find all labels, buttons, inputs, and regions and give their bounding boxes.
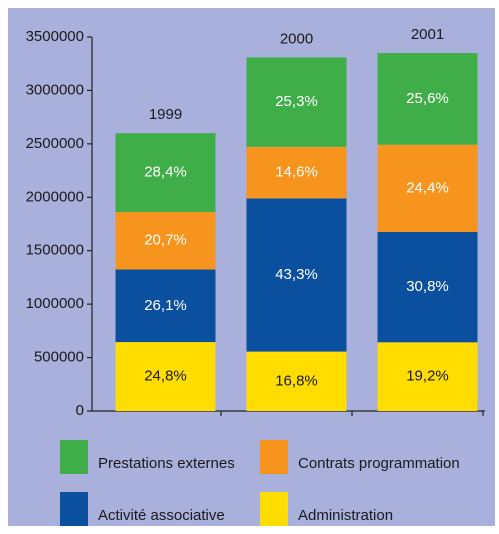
- bar-segment: [246, 146, 347, 199]
- y-tick-label: 500000: [34, 349, 84, 366]
- y-tick-label: 1000000: [26, 295, 84, 312]
- value-label: 30,8%: [406, 278, 449, 295]
- y-tick-label: 2500000: [26, 135, 84, 152]
- legend-label: Administration: [298, 507, 393, 524]
- y-tick-label: 0: [76, 402, 84, 419]
- bar-segment: [246, 351, 347, 411]
- legend-swatch: [260, 492, 288, 526]
- y-tick-label: 3000000: [26, 81, 84, 98]
- bar-segment: [115, 269, 216, 343]
- legend-label: Prestations externes: [98, 455, 235, 472]
- bar-segment: [377, 232, 478, 343]
- value-label: 14,6%: [275, 164, 318, 181]
- legend-label: Contrats programmation: [298, 455, 460, 472]
- bar-segment: [115, 342, 216, 411]
- category-label: 1999: [149, 106, 182, 123]
- legend-swatch: [60, 492, 88, 526]
- legend-label: Activité associative: [98, 507, 225, 524]
- value-label: 19,2%: [406, 368, 449, 385]
- bar-segment: [246, 198, 347, 352]
- bar-segment: [377, 144, 478, 233]
- value-label: 25,6%: [406, 90, 449, 107]
- value-label: 20,7%: [144, 232, 187, 249]
- value-label: 24,4%: [406, 179, 449, 196]
- y-tick-label: 1500000: [26, 242, 84, 259]
- value-label: 24,8%: [144, 368, 187, 385]
- bar-segment: [115, 133, 216, 213]
- bar-segment: [246, 57, 347, 147]
- bar-segment: [115, 212, 216, 270]
- legend-swatch: [60, 440, 88, 474]
- bar-segment: [377, 53, 478, 145]
- y-tick-label: 3500000: [26, 28, 84, 45]
- value-label: 43,3%: [275, 266, 318, 283]
- category-label: 2001: [411, 26, 444, 43]
- value-label: 16,8%: [275, 372, 318, 389]
- value-label: 26,1%: [144, 297, 187, 314]
- bar-segment: [377, 342, 478, 411]
- value-label: 28,4%: [144, 164, 187, 181]
- legend-swatch: [260, 440, 288, 474]
- value-label: 25,3%: [275, 93, 318, 110]
- y-tick-label: 2000000: [26, 188, 84, 205]
- category-label: 2000: [280, 30, 313, 47]
